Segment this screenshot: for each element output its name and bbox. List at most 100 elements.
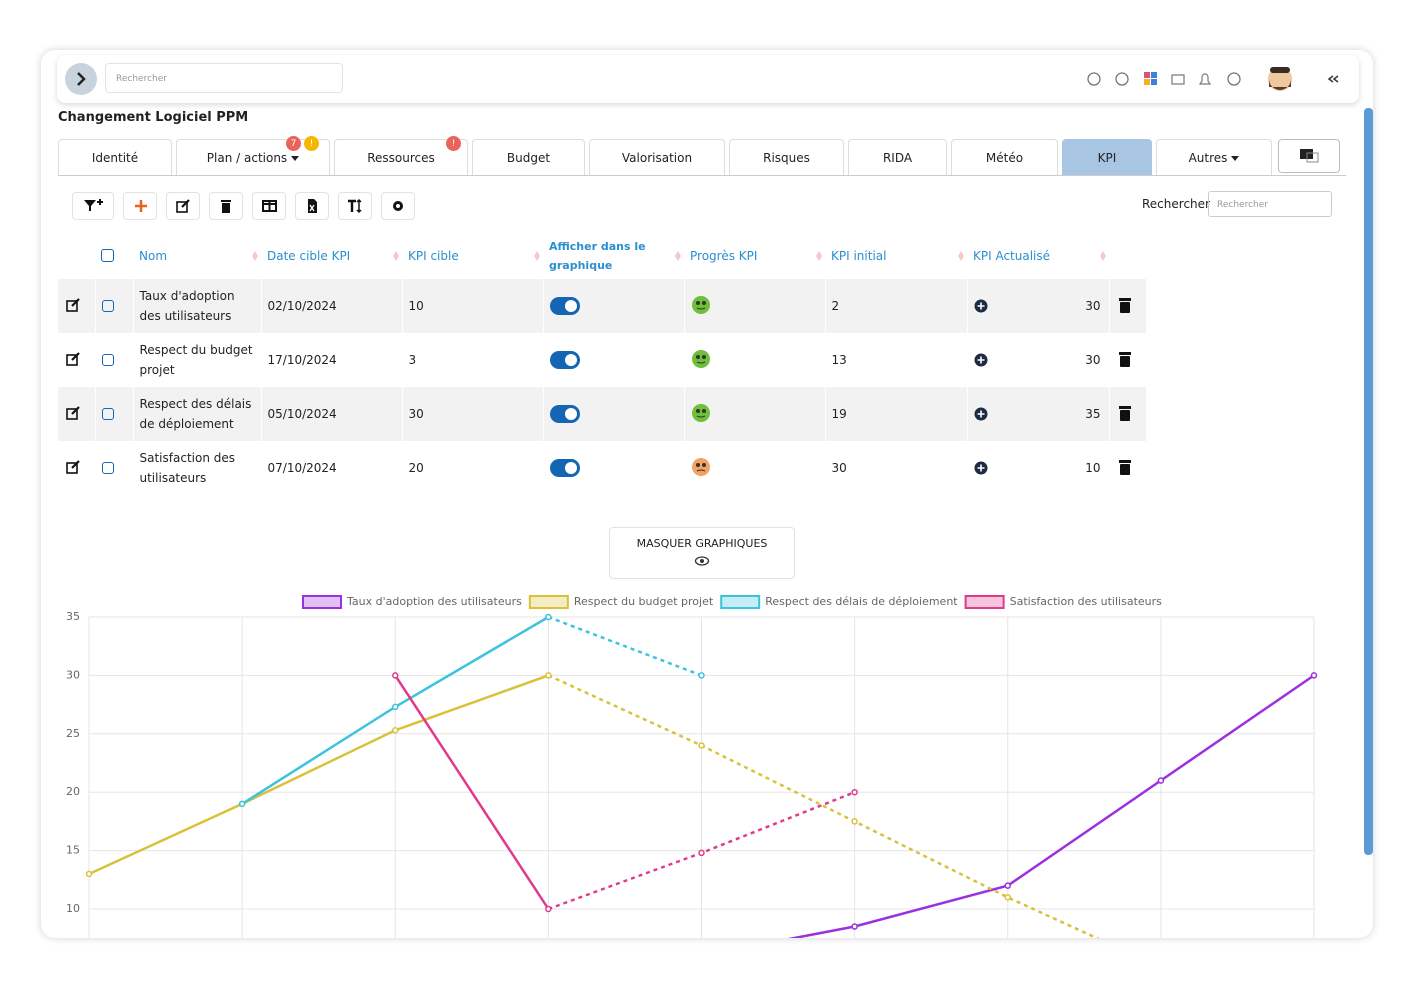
column-title: Date cible KPI	[267, 248, 351, 263]
cell	[95, 387, 134, 441]
icon-shape	[71, 405, 80, 415]
icon-shape	[691, 457, 710, 476]
chart-toggle[interactable]	[549, 459, 580, 477]
cell: 30	[967, 279, 1110, 333]
icon-shape	[696, 307, 705, 309]
progress-icon	[691, 403, 710, 422]
row-checkbox[interactable]	[101, 354, 114, 366]
icon-shape	[701, 354, 706, 359]
icon-shape	[291, 155, 300, 161]
column-header[interactable]: KPI initial	[825, 232, 967, 279]
tab[interactable]: Météo	[951, 139, 1058, 175]
icon-shape	[696, 469, 705, 471]
point	[698, 849, 705, 857]
column-title: Afficher dans le graphique	[549, 239, 646, 272]
icon[interactable]	[1116, 296, 1134, 314]
column-header[interactable]: Nom	[133, 232, 261, 279]
column-header[interactable]: Date cible KPI	[261, 232, 402, 279]
icon-shape	[691, 403, 710, 422]
tool-button[interactable]	[166, 192, 200, 220]
tool-button[interactable]	[123, 192, 157, 220]
icon	[1100, 251, 1106, 261]
column-header[interactable]: KPI Actualisé	[967, 232, 1109, 279]
select-all[interactable]	[101, 249, 114, 262]
search-input[interactable]: Rechercher	[105, 63, 343, 93]
cell	[1109, 387, 1147, 441]
column-title: KPI cible	[408, 248, 459, 263]
table-search[interactable]: Rechercher	[1208, 191, 1332, 217]
search-label: Rechercher	[1142, 197, 1210, 211]
point	[698, 742, 705, 749]
tabs: Identité Plan / actions 7! Ressources! Budge…	[58, 136, 1346, 176]
tab[interactable]: Ressources!	[334, 136, 468, 175]
legend-swatch	[720, 595, 761, 609]
tool-button[interactable]	[295, 192, 329, 220]
column-title: Progrès KPI	[690, 248, 758, 263]
tab[interactable]: Autres	[1156, 139, 1272, 175]
tab-badge: !	[304, 136, 319, 151]
icon-shape	[534, 251, 540, 261]
cell: 10	[967, 441, 1110, 495]
row-checkbox[interactable]	[101, 462, 114, 474]
tab[interactable]: Identité	[58, 139, 172, 175]
chart-toggle[interactable]	[549, 405, 580, 423]
chart-toggle[interactable]	[549, 297, 580, 315]
y-tick-label: 10	[66, 902, 80, 915]
kpi-date: 02/10/2024	[261, 279, 403, 333]
page-title: Changement Logiciel PPM	[58, 110, 249, 125]
cell	[58, 333, 96, 387]
row-checkbox[interactable]	[101, 408, 114, 420]
icon-shape	[71, 459, 80, 469]
chart-toggle[interactable]	[549, 351, 580, 369]
icon	[393, 201, 403, 211]
icon[interactable]	[64, 350, 82, 368]
legend-swatch	[528, 595, 569, 609]
table-row: Satisfaction des utilisateurs 07/10/2024 2…	[58, 441, 1147, 495]
icon	[84, 199, 103, 211]
icon[interactable]	[1116, 350, 1134, 368]
sidebar-toggle[interactable]	[65, 63, 97, 95]
kpi-initial: 19	[825, 387, 968, 441]
icon-shape	[348, 199, 356, 212]
row-checkbox[interactable]	[101, 300, 114, 312]
column-title: KPI initial	[831, 248, 887, 263]
progress-icon	[691, 349, 710, 368]
eye-icon	[694, 556, 710, 566]
tool-button[interactable]	[209, 192, 243, 220]
tab-label: Valorisation	[621, 150, 693, 165]
icon[interactable]	[64, 404, 82, 422]
tab[interactable]: Budget	[472, 139, 585, 175]
tool-button[interactable]	[381, 192, 415, 220]
hide-charts-button[interactable]: MASQUER GRAPHIQUES	[609, 527, 795, 579]
icon[interactable]	[1116, 458, 1134, 476]
tab-label: Ressources	[367, 150, 435, 165]
cell	[58, 279, 96, 333]
icon-shape	[675, 251, 681, 261]
y-tick-label: 25	[66, 727, 80, 740]
icon-shape	[977, 356, 984, 364]
column-title: Nom	[139, 248, 168, 263]
tab[interactable]: Valorisation	[589, 139, 725, 175]
tab-label: KPI	[1097, 150, 1117, 165]
column-header[interactable]: KPI cible	[402, 232, 543, 279]
tool-button[interactable]	[72, 192, 114, 220]
tab[interactable]: RIDA	[848, 139, 947, 175]
tool-button[interactable]	[252, 192, 286, 220]
icon[interactable]	[1116, 404, 1134, 422]
tool-button[interactable]	[338, 192, 372, 220]
icon-shape	[977, 302, 984, 310]
icon[interactable]	[64, 458, 82, 476]
tab[interactable]: KPI	[1062, 139, 1152, 175]
tab[interactable]	[1278, 139, 1340, 173]
icon-shape	[1119, 463, 1130, 475]
icon-shape	[97, 199, 103, 205]
scrollbar[interactable]	[1364, 108, 1373, 855]
column-header[interactable]: Afficher dans le graphique	[543, 232, 684, 279]
icon[interactable]	[64, 296, 82, 314]
tab[interactable]: Plan / actions 7!	[176, 136, 330, 175]
kpi-initial: 13	[825, 333, 968, 387]
tab[interactable]: Risques	[729, 139, 844, 175]
column-header[interactable]: Progrès KPI	[684, 232, 825, 279]
